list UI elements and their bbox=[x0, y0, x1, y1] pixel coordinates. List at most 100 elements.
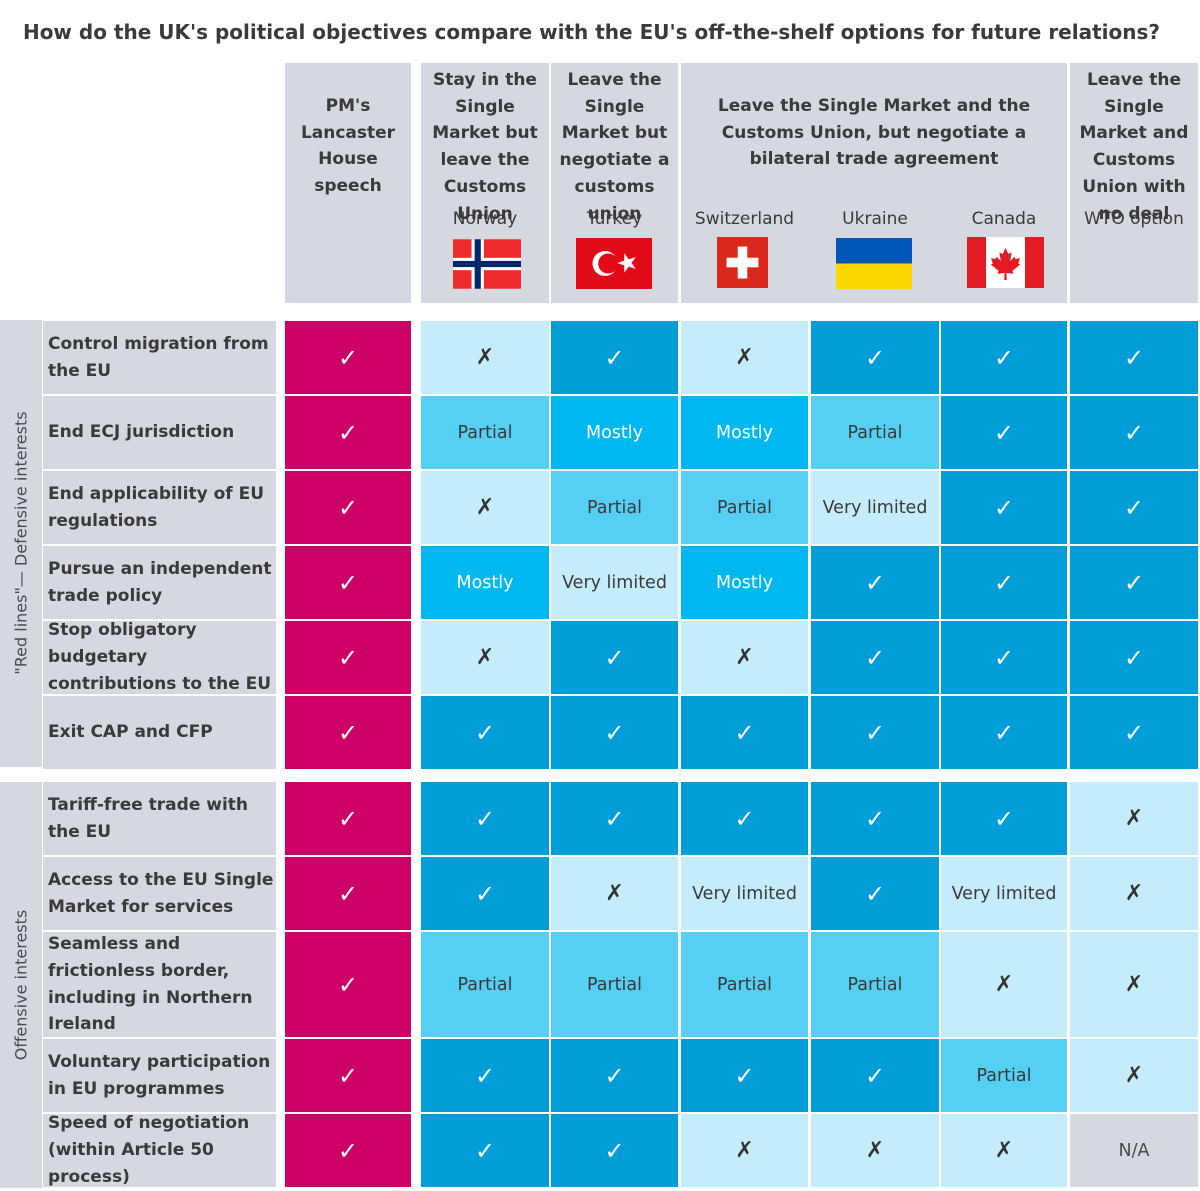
check-icon: ✓ bbox=[604, 343, 625, 372]
table-cell: ✗ bbox=[1070, 1039, 1198, 1112]
cross-icon: ✗ bbox=[475, 344, 495, 370]
table-cell: ✓ bbox=[1070, 546, 1198, 619]
table-cell: ✓ bbox=[1070, 696, 1198, 769]
table-cell: Very limited bbox=[941, 857, 1067, 930]
chart-title: How do the UK's political objectives com… bbox=[22, 20, 1160, 44]
table-cell: ✓ bbox=[811, 546, 939, 619]
cross-icon: ✗ bbox=[475, 494, 495, 520]
table-cell: ✓ bbox=[941, 696, 1067, 769]
check-icon: ✓ bbox=[1123, 493, 1145, 522]
table-cell: ✓ bbox=[681, 696, 808, 769]
table-cell: ✓ bbox=[551, 1114, 678, 1187]
table-cell: ✓ bbox=[811, 857, 939, 930]
check-icon: ✓ bbox=[864, 879, 886, 908]
header-no-deal-label: Leave the Single Market and Customs Unio… bbox=[1079, 70, 1189, 224]
table-cell: ✓ bbox=[551, 1039, 678, 1112]
table-cell: ✓ bbox=[811, 621, 939, 694]
table-cell: ✓ bbox=[811, 1039, 939, 1112]
table-cell: ✓ bbox=[421, 1114, 549, 1187]
check-icon: ✓ bbox=[474, 879, 496, 908]
table-cell: Partial bbox=[421, 932, 549, 1037]
turkey-flag-icon bbox=[576, 238, 652, 289]
table-cell: Very limited bbox=[681, 857, 808, 930]
table-cell: ✗ bbox=[421, 321, 549, 394]
row-label: Stop obligatory budgetary contributions … bbox=[43, 620, 276, 694]
table-cell: ✓ bbox=[941, 621, 1067, 694]
table-cell: ✓ bbox=[285, 471, 411, 544]
check-icon: ✓ bbox=[337, 970, 359, 999]
defensive-section-label: "Red lines"— Defensive interests bbox=[11, 411, 31, 675]
cross-icon: ✗ bbox=[994, 1137, 1014, 1163]
check-icon: ✓ bbox=[1123, 343, 1145, 372]
table-cell: Partial bbox=[681, 471, 808, 544]
check-icon: ✓ bbox=[993, 718, 1015, 747]
check-icon: ✓ bbox=[337, 718, 359, 747]
table-cell: Very limited bbox=[811, 471, 939, 544]
check-icon: ✓ bbox=[864, 718, 886, 747]
country-switzerland: Switzerland bbox=[694, 209, 795, 229]
canada-flag-icon bbox=[967, 237, 1044, 288]
table-cell: ✓ bbox=[941, 396, 1067, 469]
table-cell: ✓ bbox=[421, 782, 549, 855]
table-cell: ✗ bbox=[681, 321, 808, 394]
check-icon: ✓ bbox=[337, 804, 359, 833]
table-cell: ✗ bbox=[681, 621, 808, 694]
country-norway: Norway bbox=[452, 209, 518, 229]
table-cell: ✗ bbox=[1070, 932, 1198, 1037]
check-icon: ✓ bbox=[993, 568, 1015, 597]
check-icon: ✓ bbox=[604, 804, 625, 833]
table-cell: Mostly bbox=[551, 396, 678, 469]
table-cell: Partial bbox=[551, 932, 678, 1037]
cross-icon: ✗ bbox=[1124, 880, 1144, 906]
row-label: Voluntary participation in EU programmes bbox=[43, 1039, 276, 1112]
check-icon: ✓ bbox=[474, 804, 496, 833]
check-icon: ✓ bbox=[337, 418, 359, 447]
header-pm-label: PM's Lancaster House speech bbox=[300, 96, 396, 197]
cross-icon: ✗ bbox=[735, 644, 754, 670]
table-cell: ✓ bbox=[421, 696, 549, 769]
check-icon: ✓ bbox=[734, 718, 755, 747]
table-cell: ✓ bbox=[421, 857, 549, 930]
table-cell: Partial bbox=[421, 396, 549, 469]
offensive-section-label: Offensive interests bbox=[11, 909, 31, 1061]
table-cell: ✓ bbox=[1070, 471, 1198, 544]
check-icon: ✓ bbox=[474, 1061, 496, 1090]
cross-icon: ✗ bbox=[865, 1137, 885, 1163]
table-cell: ✗ bbox=[421, 621, 549, 694]
table-cell: Partial bbox=[551, 471, 678, 544]
cross-icon: ✗ bbox=[1124, 805, 1144, 831]
table-cell: ✗ bbox=[1070, 857, 1198, 930]
check-icon: ✓ bbox=[604, 1061, 625, 1090]
table-cell: ✓ bbox=[551, 621, 678, 694]
country-canada: Canada bbox=[971, 209, 1037, 229]
row-label: Exit CAP and CFP bbox=[43, 696, 276, 769]
check-icon: ✓ bbox=[1123, 643, 1145, 672]
country-turkey: Turkey bbox=[586, 209, 643, 229]
row-label: Access to the EU Single Market for servi… bbox=[43, 857, 276, 930]
row-label: End ECJ jurisdiction bbox=[43, 396, 276, 469]
check-icon: ✓ bbox=[474, 718, 496, 747]
country-wto: WTO option bbox=[1084, 209, 1184, 229]
check-icon: ✓ bbox=[337, 343, 359, 372]
cross-icon: ✗ bbox=[605, 880, 624, 906]
row-label: Tariff-free trade with the EU bbox=[43, 782, 276, 855]
table-cell: ✗ bbox=[421, 471, 549, 544]
check-icon: ✓ bbox=[1123, 718, 1145, 747]
cross-icon: ✗ bbox=[735, 1137, 754, 1163]
cross-icon: ✗ bbox=[1124, 1062, 1144, 1088]
row-label: Control migration from the EU bbox=[43, 321, 276, 394]
table-cell: Partial bbox=[681, 932, 808, 1037]
table-cell: ✓ bbox=[285, 696, 411, 769]
table-cell: ✓ bbox=[1070, 396, 1198, 469]
check-icon: ✓ bbox=[604, 718, 625, 747]
cross-icon: ✗ bbox=[994, 971, 1014, 997]
table-cell: ✓ bbox=[941, 471, 1067, 544]
table-cell: ✓ bbox=[285, 857, 411, 930]
row-label: Speed of negotiation (within Article 50 … bbox=[43, 1113, 276, 1187]
table-cell: ✗ bbox=[681, 1114, 808, 1187]
table-cell: ✗ bbox=[551, 857, 678, 930]
header-pm: PM's Lancaster House speech bbox=[285, 63, 411, 303]
check-icon: ✓ bbox=[1123, 418, 1145, 447]
check-icon: ✓ bbox=[864, 804, 886, 833]
table-cell: Mostly bbox=[681, 396, 808, 469]
